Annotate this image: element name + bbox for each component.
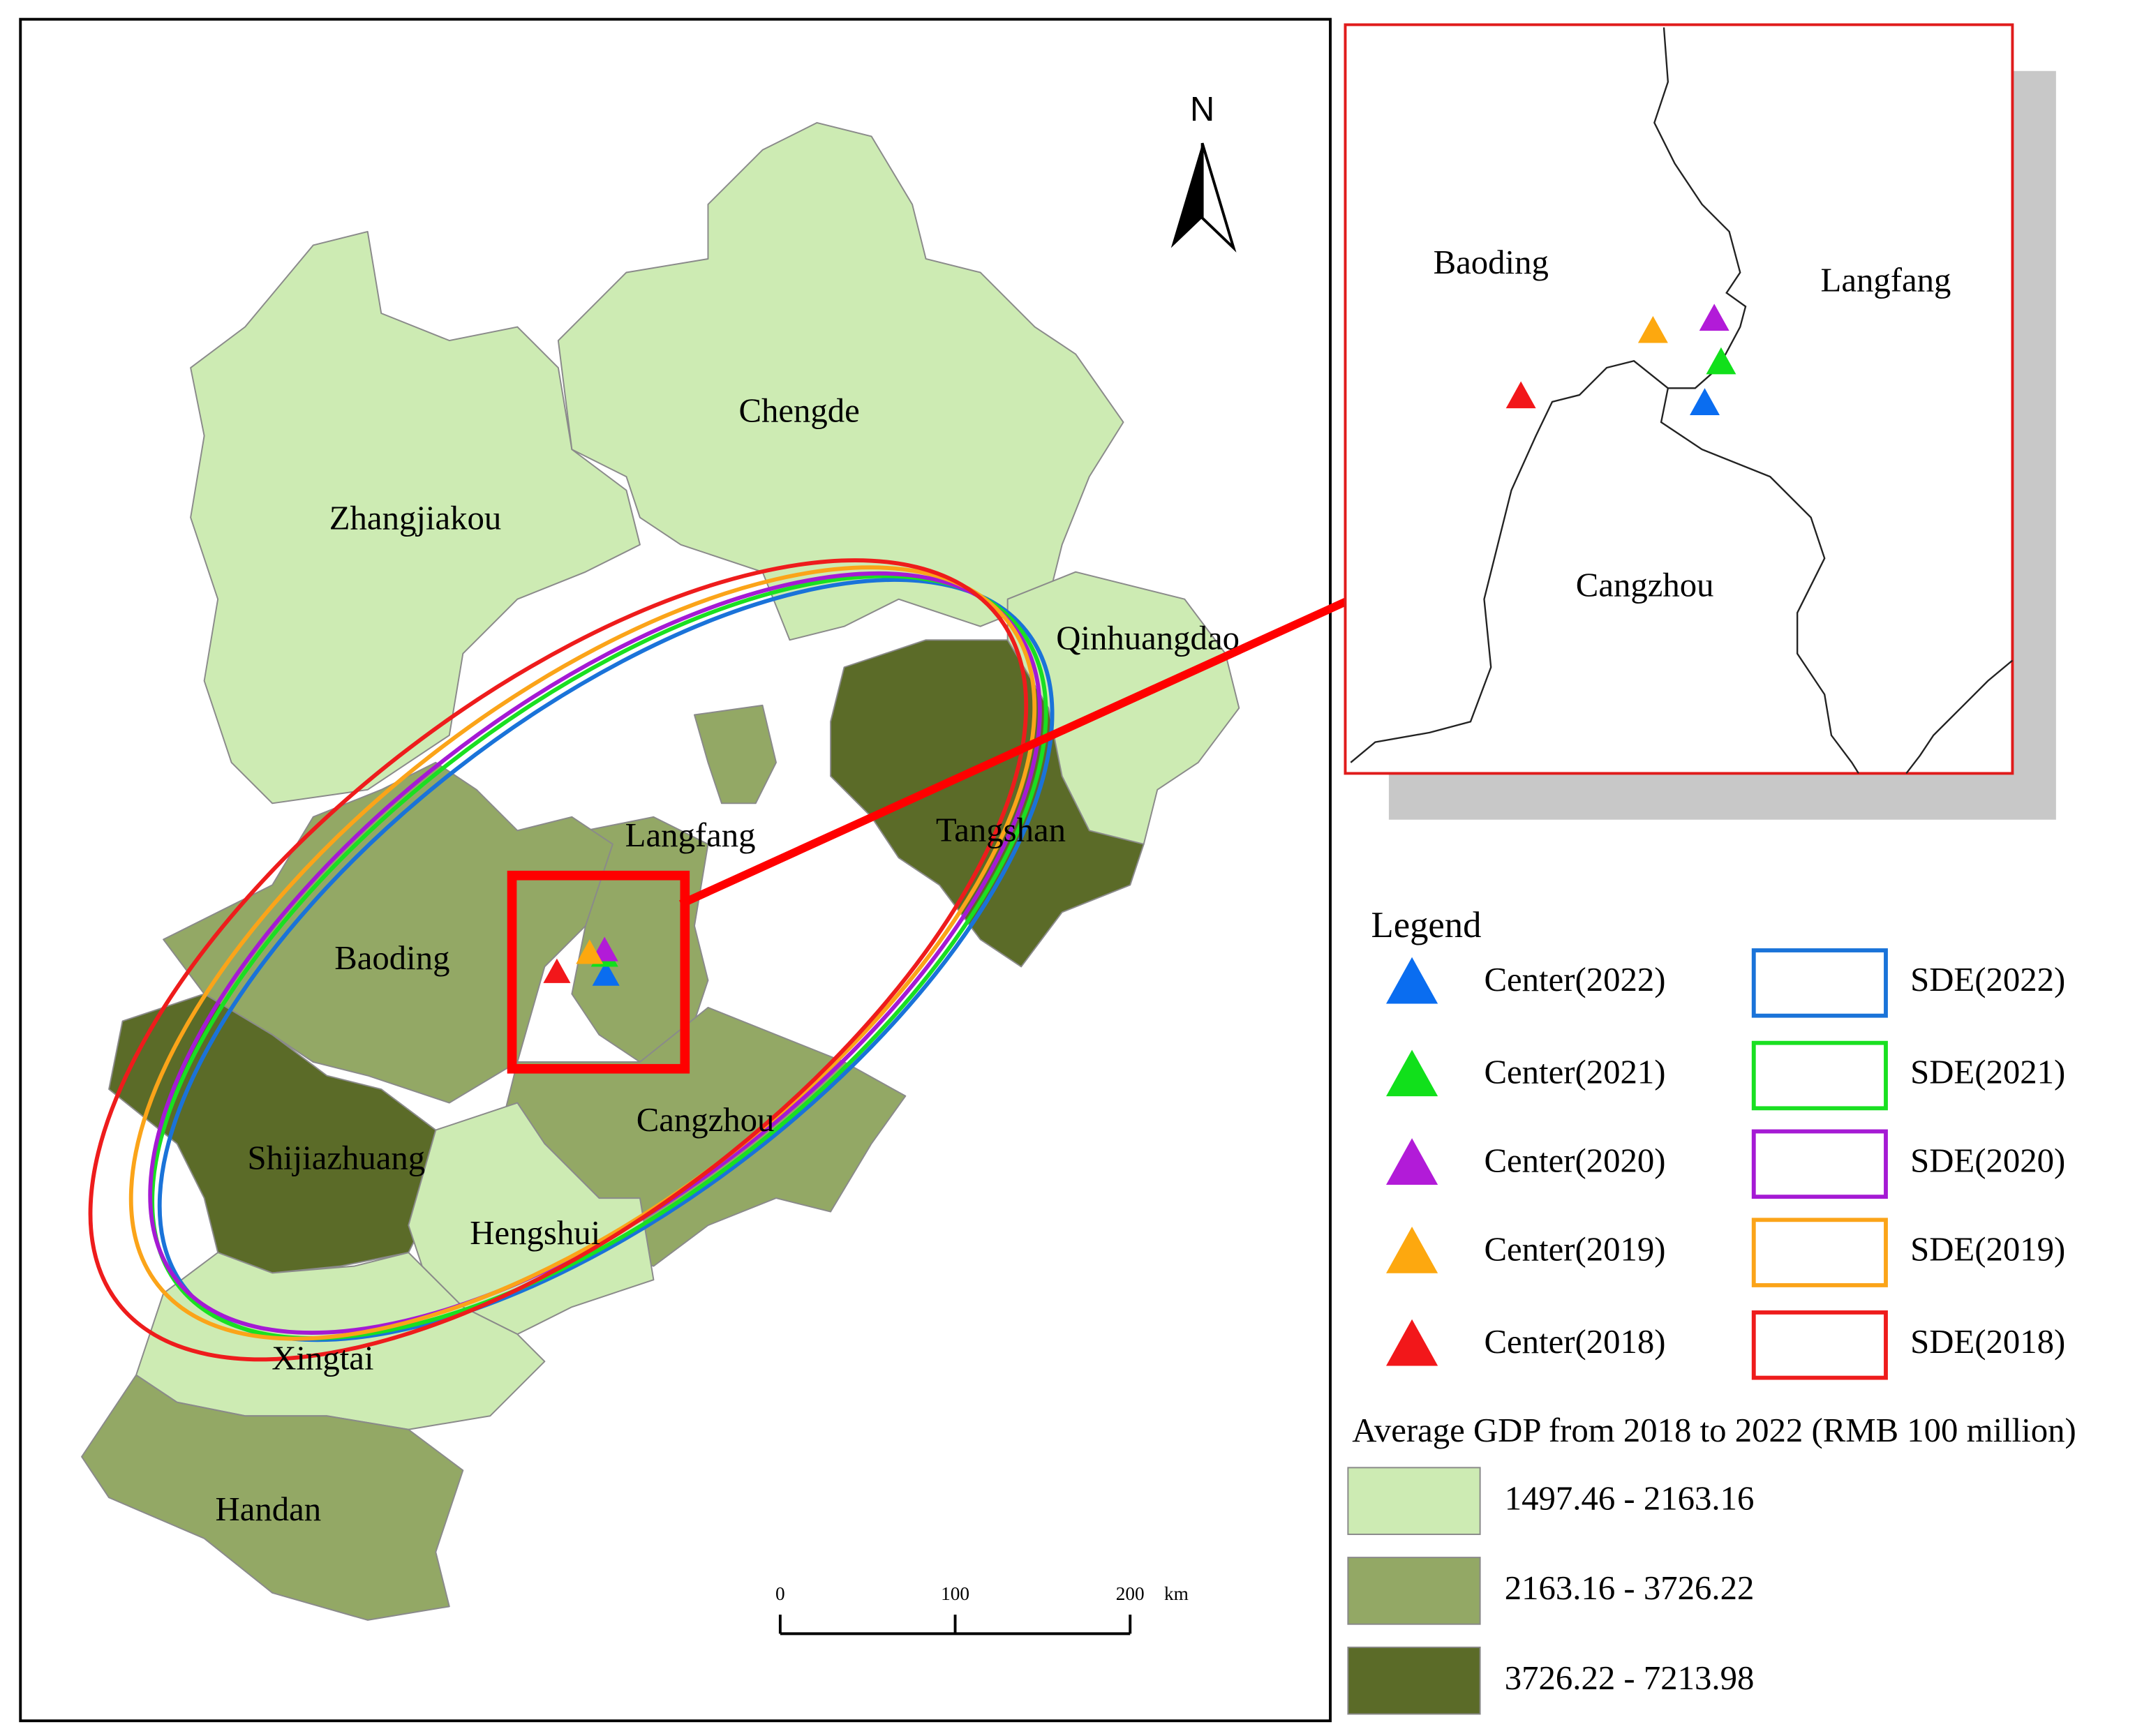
legend-label: Center(2021) (1484, 1054, 1665, 1091)
legend-label: SDE(2020) (1910, 1142, 2065, 1180)
region-label: Cangzhou (637, 1101, 775, 1139)
scale-label: 0 (775, 1583, 785, 1604)
legend-label: 1497.46 - 2163.16 (1505, 1479, 1755, 1517)
legend-symbol (1386, 957, 1438, 1004)
legend-symbol (1386, 1319, 1438, 1366)
sde-ellipse (88, 558, 1029, 1362)
center-marker (543, 958, 571, 983)
inset-label: Langfang (1821, 261, 1951, 299)
ellipses (88, 558, 1055, 1362)
legend-symbol (1751, 1310, 1888, 1380)
center-marker (1637, 315, 1668, 343)
inset-frame (1344, 23, 2014, 775)
regions (81, 121, 1240, 1621)
region-label: Zhangjiakou (329, 500, 501, 537)
legend-subtitle: Average GDP from 2018 to 2022 (RMB 100 m… (1352, 1412, 2076, 1449)
legend-label: Center(2019) (1484, 1230, 1665, 1268)
inset-boundary (1660, 388, 1859, 775)
legend-swatch (1347, 1646, 1481, 1715)
region-label: Shijiazhuang (248, 1139, 426, 1177)
legend-label: SDE(2022) (1910, 961, 2065, 998)
region-labels: Zhangjiakou Chengde Qinhuangdao Tangshan Lan… (215, 392, 1239, 1528)
region (81, 1374, 464, 1621)
region (190, 230, 641, 805)
scale-label: 100 (941, 1583, 969, 1604)
center-marker (1505, 381, 1536, 409)
region (693, 704, 777, 805)
legend-label: SDE(2019) (1910, 1230, 2065, 1268)
inset-label: Cangzhou (1576, 566, 1714, 604)
north-arrow (1200, 142, 1237, 253)
legend-label: 3726.22 - 7213.98 (1505, 1659, 1755, 1697)
legend-label: 2163.16 - 3726.22 (1505, 1569, 1755, 1607)
region-label: Langfang (625, 816, 756, 854)
legend-label: SDE(2021) (1910, 1054, 2065, 1091)
sde-ellipse (150, 574, 1048, 1340)
legend-swatch (1347, 1557, 1481, 1625)
legend-label: SDE(2018) (1910, 1323, 2065, 1361)
legend-symbol (1751, 1040, 1888, 1111)
region-label: Xingtai (271, 1339, 373, 1377)
center-marker (1699, 304, 1729, 331)
legend-label: Center(2020) (1484, 1142, 1665, 1180)
legend-label: Center(2022) (1484, 961, 1665, 998)
region-label: Chengde (738, 392, 859, 430)
inset-boundary (1905, 659, 2014, 775)
inset-label: Baoding (1434, 244, 1549, 281)
center-marker (1706, 347, 1736, 375)
legend-label: Center(2018) (1484, 1323, 1665, 1361)
region (557, 121, 1124, 641)
north-arrow (1170, 143, 1203, 248)
region-label: Tangshan (936, 811, 1066, 848)
legend-symbol (1751, 1129, 1888, 1199)
region-label: Baoding (334, 939, 449, 977)
connector (679, 584, 1377, 908)
region-label: Hengshui (470, 1214, 600, 1252)
center-marker (592, 961, 620, 986)
legend-symbol (1751, 948, 1888, 1018)
center-marker (576, 939, 604, 964)
legend-symbol (1386, 1227, 1438, 1273)
scale-bar: 0 100 200 km (775, 1583, 1189, 1636)
zoom-box (507, 870, 690, 1074)
center-markers (543, 304, 1736, 986)
legend-symbol (1386, 1049, 1438, 1097)
scale-unit: km (1164, 1583, 1189, 1604)
legend-symbol (1386, 1138, 1438, 1185)
region (163, 761, 613, 1104)
legend-symbol (1751, 1218, 1888, 1287)
legend-swatch (1347, 1467, 1481, 1535)
center-marker (1690, 388, 1720, 415)
map-frame (19, 17, 1332, 1723)
north-label: N (1190, 91, 1214, 128)
region-label: Handan (215, 1490, 321, 1528)
scale-label: 200 (1116, 1583, 1145, 1604)
region-label: Qinhuangdao (1056, 619, 1240, 657)
legend-title: Legend (1371, 905, 1482, 945)
